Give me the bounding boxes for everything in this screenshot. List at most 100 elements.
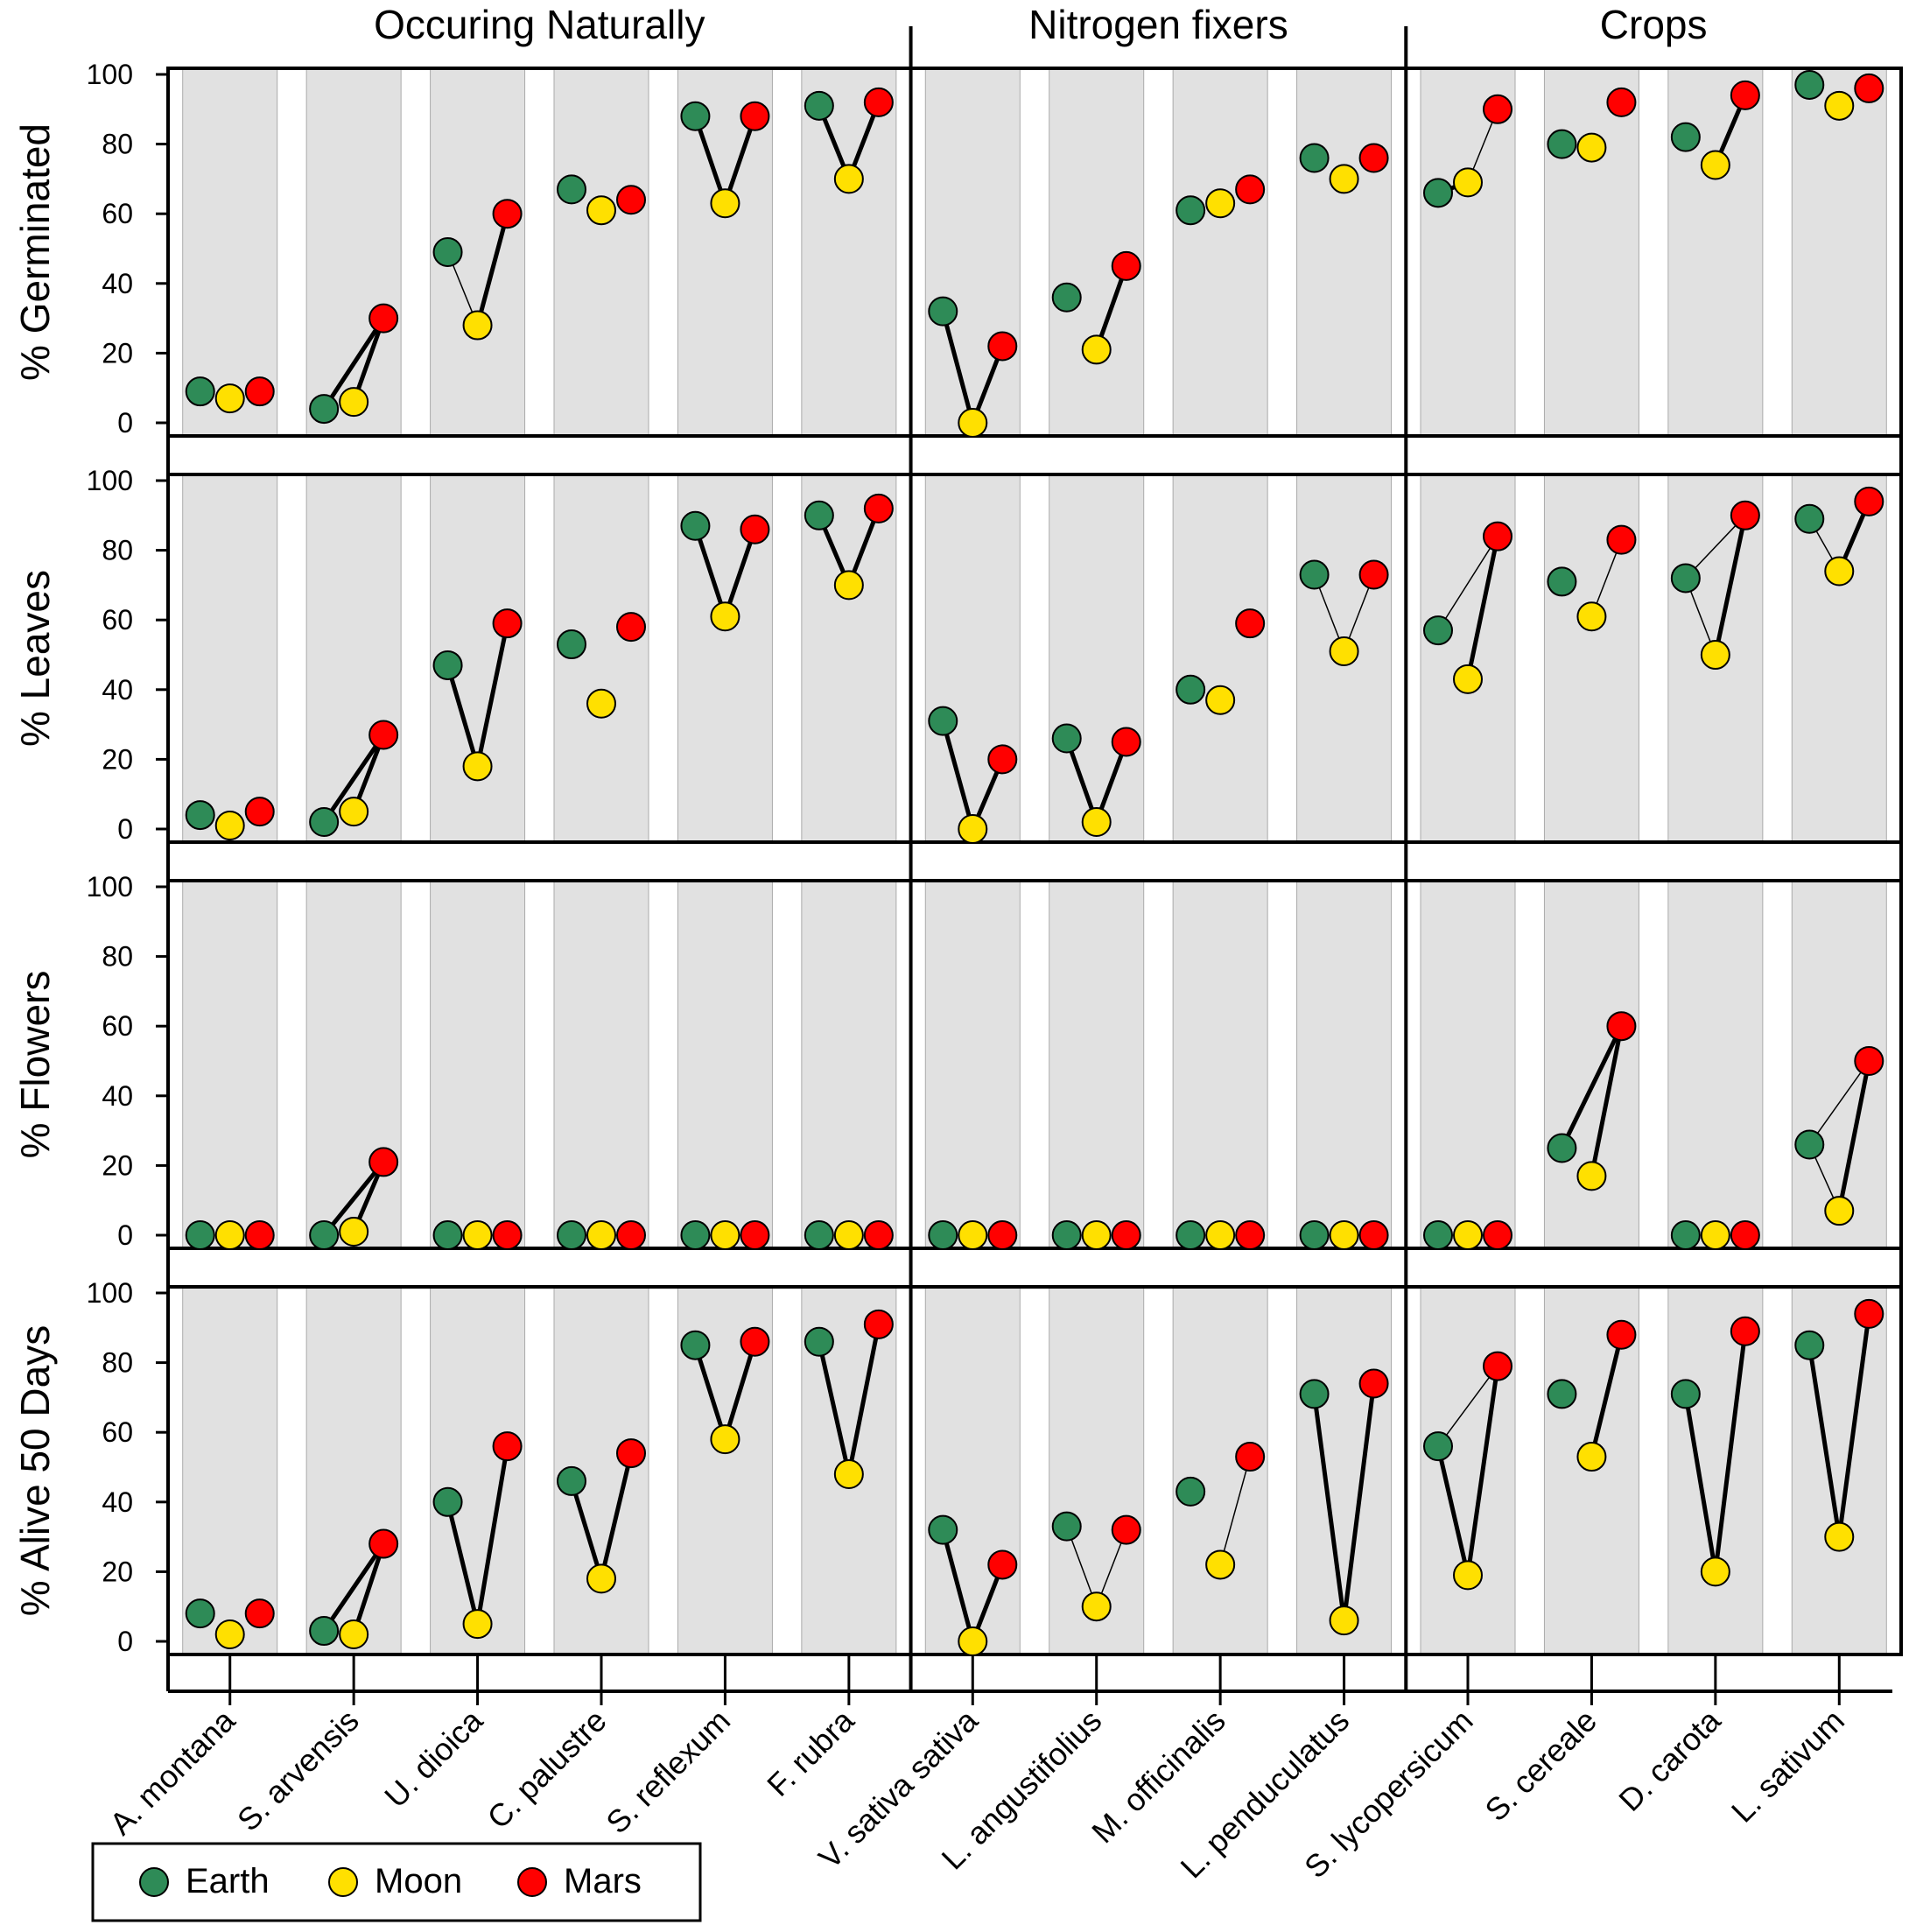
species-band: [1172, 880, 1268, 1249]
y-tick-label: 100: [87, 59, 133, 90]
point-earth: [1299, 1379, 1330, 1409]
x-tick-label: L. sativum: [1724, 1703, 1851, 1830]
link-moon-mars: [599, 1451, 634, 1581]
link-moon-mars: [1836, 1311, 1871, 1540]
point-moon: [1453, 167, 1483, 198]
link-moon-mars: [1836, 1058, 1871, 1213]
x-tick-label: A. montana: [102, 1702, 242, 1842]
point-mars: [368, 720, 399, 750]
point-mars: [1111, 250, 1141, 281]
link-moon-mars: [722, 1339, 757, 1442]
point-mars: [492, 1431, 523, 1462]
point-mars: [1235, 1220, 1266, 1250]
point-earth: [680, 1220, 711, 1250]
point-mars: [740, 1220, 770, 1250]
point-mars: [616, 1438, 646, 1469]
x-tick-label: D. carota: [1611, 1702, 1728, 1818]
point-earth: [1794, 1129, 1825, 1160]
species-band: [1049, 880, 1145, 1249]
point-moon: [1205, 1220, 1236, 1250]
point-earth: [432, 1486, 463, 1517]
y-axis-label: % Leaves: [12, 570, 58, 747]
point-moon: [339, 797, 369, 827]
link-earth-mars: [321, 733, 386, 825]
link-earth-mars: [321, 1159, 386, 1238]
point-mars: [987, 331, 1018, 362]
species-band: [924, 880, 1021, 1249]
point-earth: [928, 1220, 958, 1250]
panel-frame: [166, 1285, 1903, 1656]
point-earth: [185, 1598, 215, 1629]
species-band: [801, 67, 897, 437]
point-mars: [1854, 1298, 1884, 1329]
point-earth: [557, 1220, 586, 1250]
point-mars: [1854, 486, 1884, 516]
point-moon: [462, 1220, 493, 1250]
link-earth-moon: [1683, 1391, 1718, 1574]
point-mars: [1235, 1442, 1266, 1472]
point-earth: [557, 174, 586, 205]
y-tick-label: 0: [117, 1626, 133, 1657]
species-band: [1543, 880, 1639, 1249]
legend-label: Moon: [375, 1862, 462, 1900]
point-mars: [616, 1220, 646, 1250]
point-earth: [1547, 1379, 1577, 1409]
point-moon: [710, 1424, 740, 1455]
link-earth-moon: [1435, 1444, 1470, 1577]
point-mars: [1730, 1220, 1760, 1250]
point-earth: [1299, 143, 1330, 173]
link-moon-mars: [351, 1542, 386, 1637]
species-band: [1296, 880, 1393, 1249]
point-moon: [586, 1563, 616, 1594]
point-earth: [432, 236, 463, 267]
species-band: [182, 474, 278, 843]
species-band: [924, 474, 1021, 843]
point-moon: [1081, 334, 1112, 365]
point-moon: [710, 601, 740, 632]
point-earth: [309, 1616, 340, 1647]
point-earth: [804, 1326, 834, 1357]
point-mars: [244, 376, 275, 407]
legend-label: Mars: [564, 1862, 642, 1900]
link-moon-mars: [1589, 1332, 1624, 1459]
point-moon: [1700, 640, 1730, 670]
y-tick-label: 20: [102, 337, 133, 369]
link-moon-mars: [1465, 534, 1500, 682]
point-earth: [680, 1330, 711, 1360]
species-band: [182, 1286, 278, 1655]
point-mars: [1358, 143, 1389, 173]
point-moon: [462, 751, 493, 782]
link-moon-mars: [1713, 1329, 1748, 1574]
link-earth-mars: [321, 1542, 386, 1633]
species-band: [553, 67, 649, 437]
link-earth-moon: [1807, 1343, 1842, 1540]
link-earth-moon: [1312, 1391, 1347, 1623]
legend-marker-earth: [139, 1867, 169, 1897]
species-band: [1172, 474, 1268, 843]
point-mars: [1730, 80, 1760, 110]
x-tick-label: S. arvensis: [230, 1703, 366, 1838]
point-moon: [710, 188, 740, 219]
link-moon-mars: [1713, 513, 1748, 657]
point-mars: [616, 185, 646, 215]
species-band: [1420, 1286, 1516, 1655]
point-moon: [1205, 188, 1236, 219]
y-tick-label: 0: [117, 1219, 133, 1251]
point-moon: [1824, 1521, 1855, 1552]
species-band: [801, 880, 897, 1249]
point-earth: [1051, 1511, 1082, 1542]
y-tick-label: 60: [102, 1010, 133, 1042]
x-tick-label: F. rubra: [760, 1702, 861, 1803]
link-earth-moon: [940, 1528, 975, 1644]
point-moon: [339, 387, 369, 418]
point-moon: [214, 383, 245, 414]
point-moon: [958, 408, 988, 438]
point-earth: [185, 800, 215, 831]
point-moon: [1453, 1560, 1483, 1591]
point-earth: [1794, 1330, 1825, 1360]
group-header: Crops: [1600, 2, 1708, 47]
y-tick-label: 80: [102, 535, 133, 566]
link-earth-moon: [569, 1479, 604, 1581]
species-band: [430, 880, 526, 1249]
